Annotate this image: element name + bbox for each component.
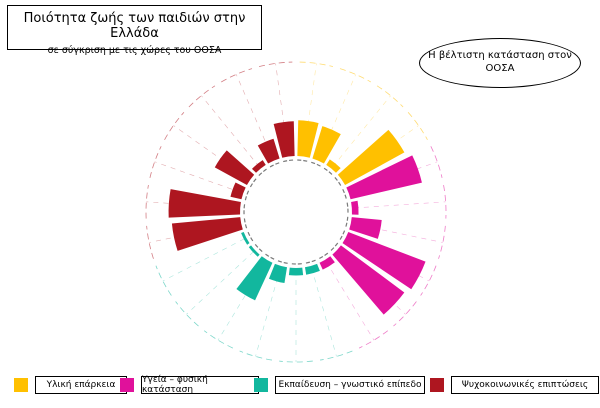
best-arc-education <box>155 265 172 296</box>
best-arc-psychosocial <box>149 146 162 178</box>
bar-psychosocial-2 <box>168 189 241 218</box>
best-oecd-callout: Η βέλτιστη κατάσταση στον ΟΟΣΑ <box>419 38 581 88</box>
title-box: Ποιότητα ζωής των παιδιών στην Ελλάδα σε… <box>7 5 262 56</box>
bar-psychosocial-1 <box>171 217 243 251</box>
inner-ring-segment <box>243 202 246 215</box>
bar-education-4 <box>236 256 273 301</box>
legend-label-material: Υλική επάρκεια <box>35 376 127 394</box>
legend-swatch-psychosocial <box>430 378 444 392</box>
inner-ring-segment <box>344 216 349 229</box>
inner-ring-segment <box>304 259 316 264</box>
best-arc-psychosocial <box>188 85 216 108</box>
spoke-health <box>353 201 446 209</box>
bar-psychosocial-7 <box>273 121 295 158</box>
best-arc-psychosocial <box>146 225 154 259</box>
inner-ring-segment <box>253 242 263 252</box>
legend-swatch-health <box>120 378 134 392</box>
best-arc-health <box>438 225 446 259</box>
inner-ring-segment <box>311 161 323 168</box>
chart-title: Ποιότητα ζωής των παιδιών στην Ελλάδα <box>23 11 246 41</box>
legend-item-education: Εκπαίδευση – γνωστικό επίπεδο <box>254 375 425 395</box>
legend-swatch-education <box>254 378 268 392</box>
inner-ring-segment <box>243 216 248 229</box>
inner-ring-segment <box>329 242 339 252</box>
bar-material-2 <box>312 126 341 164</box>
inner-ring-segment <box>283 159 295 163</box>
bar-psychosocial-5 <box>251 160 266 173</box>
best-arc-health <box>430 146 443 178</box>
legend-swatch-material <box>14 378 28 392</box>
spoke-education <box>162 238 245 282</box>
bar-psychosocial-6 <box>257 138 280 164</box>
best-arc-education <box>175 301 199 327</box>
best-arc-education <box>319 350 353 361</box>
inner-ring-segment <box>342 188 348 201</box>
bar-education-6 <box>241 232 250 245</box>
bar-health-5 <box>332 245 405 315</box>
best-arc-material <box>376 85 404 108</box>
bar-education-2 <box>288 267 304 276</box>
bar-health-6 <box>319 256 335 270</box>
bar-health-1 <box>346 155 422 200</box>
spoke-education <box>311 267 337 357</box>
best-arc-psychosocial <box>221 68 253 83</box>
inner-ring-segment <box>334 177 343 188</box>
chart-subtitle: σε σύγκριση με τις χώρες του ΟΟΣΑ <box>47 45 222 56</box>
best-arc-health <box>358 330 389 349</box>
best-arc-psychosocial <box>164 112 185 140</box>
inner-ring-segment <box>317 252 329 260</box>
bar-health-3 <box>349 217 382 239</box>
inner-ring-segment <box>263 252 275 260</box>
inner-ring-segment <box>246 230 254 242</box>
legend-label-psychosocial: Ψυχοκοινωνικές επιπτώσεις <box>451 376 599 394</box>
bar-health-2 <box>351 200 359 215</box>
best-arc-psychosocial <box>258 61 293 68</box>
best-arc-material <box>407 112 428 140</box>
best-oecd-label: Η βέλτιστη κατάσταση στον ΟΟΣΑ <box>428 50 572 74</box>
bar-education-3 <box>268 263 288 284</box>
inner-ring-segment <box>249 177 258 188</box>
best-arc-health <box>393 301 417 327</box>
bar-health-4 <box>342 232 426 290</box>
legend-label-health: Υγεία – φυσική κατάσταση <box>141 375 259 395</box>
inner-ring-segment <box>338 230 346 242</box>
best-arc-material <box>339 68 371 83</box>
inner-ring-segment <box>244 188 250 201</box>
inner-ring-segment <box>258 167 269 177</box>
legend-label-education: Εκπαίδευση – γνωστικό επίπεδο <box>275 376 425 394</box>
bar-material-4 <box>337 129 405 186</box>
best-arc-education <box>239 350 273 361</box>
bar-education-1 <box>304 263 320 275</box>
best-arc-education <box>279 360 313 363</box>
inner-ring-segment <box>276 259 288 264</box>
best-arc-education <box>203 330 234 349</box>
bar-material-1 <box>297 120 319 158</box>
best-arc-health <box>443 185 447 219</box>
legend-item-material: Υλική επάρκεια <box>14 375 127 395</box>
best-arc-psychosocial <box>145 185 149 219</box>
best-arc-material <box>299 61 334 68</box>
inner-ring-segment <box>297 159 309 163</box>
bar-material-3 <box>326 159 341 173</box>
bar-psychosocial-4 <box>214 150 255 186</box>
bar-psychosocial-3 <box>230 182 246 200</box>
legend-item-health: Υγεία – φυσική κατάσταση <box>120 375 259 395</box>
inner-ring-segment <box>346 202 349 215</box>
bar-education-5 <box>248 245 260 257</box>
inner-ring-segment <box>269 161 281 168</box>
best-arc-health <box>420 265 437 296</box>
legend-item-psychosocial: Ψυχοκοινωνικές επιπτώσεις <box>430 375 599 395</box>
inner-ring-segment <box>323 167 334 177</box>
